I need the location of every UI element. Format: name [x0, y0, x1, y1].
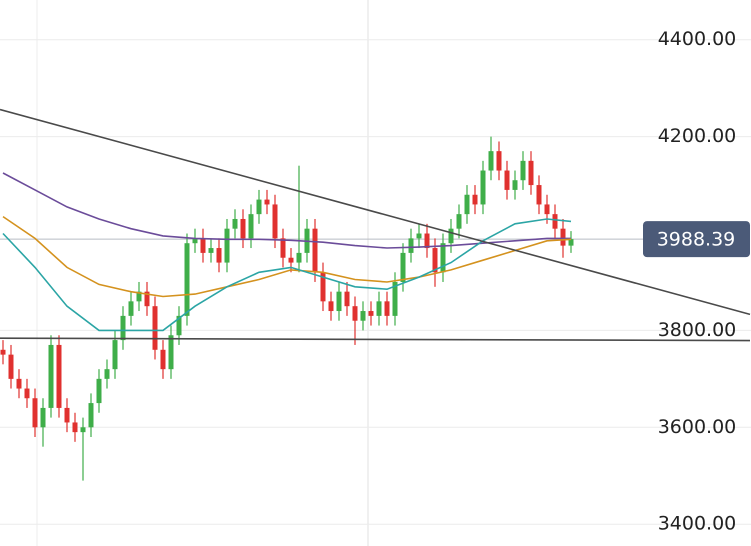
candle-body — [192, 238, 198, 244]
candle-body — [280, 238, 286, 258]
line-series — [2, 218, 572, 332]
candle-body — [328, 301, 334, 312]
line-series — [2, 215, 572, 298]
candle-body — [128, 301, 134, 316]
candle-body — [568, 239, 574, 246]
candle-body — [536, 185, 542, 205]
candle-body — [104, 369, 110, 379]
candle-body — [296, 252, 302, 263]
candle-body — [544, 204, 550, 215]
candle-body — [264, 199, 270, 205]
candle-body — [64, 407, 70, 423]
candle-body — [40, 407, 46, 428]
candle-body — [424, 233, 430, 249]
candle-body — [184, 243, 190, 316]
candle-body — [464, 194, 470, 215]
candle-body — [232, 218, 238, 229]
candle-body — [480, 170, 486, 205]
candle-body — [112, 340, 118, 370]
candle-body — [528, 160, 534, 186]
candle-body — [176, 315, 182, 336]
candle-body — [168, 335, 174, 370]
candle-body — [200, 238, 206, 253]
candle-body — [16, 378, 22, 389]
candle-body — [376, 301, 382, 316]
candle-body — [216, 248, 222, 263]
candle-body — [504, 170, 510, 190]
line-series — [2, 172, 571, 249]
candle-body — [120, 315, 126, 341]
y-tick-label: 3800.00 — [658, 319, 737, 341]
candle-body — [344, 291, 350, 307]
candle-body — [336, 291, 342, 312]
candles — [0, 136, 574, 481]
candle-body — [248, 214, 254, 239]
candle-body — [512, 180, 518, 190]
candle-body — [48, 344, 54, 408]
y-tick-label: 3400.00 — [658, 513, 737, 535]
candle-body — [520, 160, 526, 181]
candle-body — [392, 281, 398, 316]
candle-body — [488, 151, 494, 171]
candle-body — [408, 238, 414, 253]
candle-body — [384, 301, 390, 316]
candle-body — [472, 194, 478, 205]
candle-body — [144, 291, 150, 307]
candle-body — [368, 311, 374, 316]
candle-body — [72, 422, 78, 433]
candle-body — [288, 257, 294, 263]
candle-body — [552, 214, 558, 229]
price-label: 3988.39 — [657, 229, 736, 251]
candle-body — [24, 388, 30, 399]
candle-body — [8, 354, 14, 379]
candle-body — [152, 306, 158, 350]
candle-body — [400, 252, 406, 282]
candle-body — [352, 306, 358, 321]
candle-body — [96, 378, 102, 404]
candle-body — [0, 349, 6, 355]
y-tick-label: 4200.00 — [658, 125, 737, 147]
line-series — [0, 337, 751, 342]
candle-body — [224, 228, 230, 263]
axis-labels: 4400.00 4200.00 3800.00 3600.00 3400.00 3988.… — [643, 28, 750, 535]
candle-body — [208, 248, 214, 253]
price-label-box — [643, 221, 750, 258]
candle-body — [136, 291, 142, 302]
candle-body — [560, 228, 566, 246]
lines — [0, 108, 751, 342]
candle-body — [416, 233, 422, 239]
candle-body — [272, 204, 278, 239]
candle-body — [360, 311, 366, 321]
candle-body — [312, 228, 318, 273]
y-tick-label: 3600.00 — [658, 416, 737, 438]
candle-body — [496, 151, 502, 171]
candle-body — [56, 344, 62, 408]
candle-body — [456, 214, 462, 229]
candle-body — [88, 403, 94, 428]
candle-body — [440, 243, 446, 273]
candle-body — [448, 228, 454, 244]
y-tick-label: 4400.00 — [658, 28, 737, 50]
candle-body — [160, 349, 166, 370]
candle-body — [32, 398, 38, 428]
candle-body — [240, 218, 246, 239]
candle-body — [320, 272, 326, 302]
candle-body — [256, 199, 262, 215]
line-series — [0, 108, 751, 316]
candle-body — [432, 248, 438, 273]
candle-body — [80, 427, 86, 433]
grid — [0, 39, 751, 525]
